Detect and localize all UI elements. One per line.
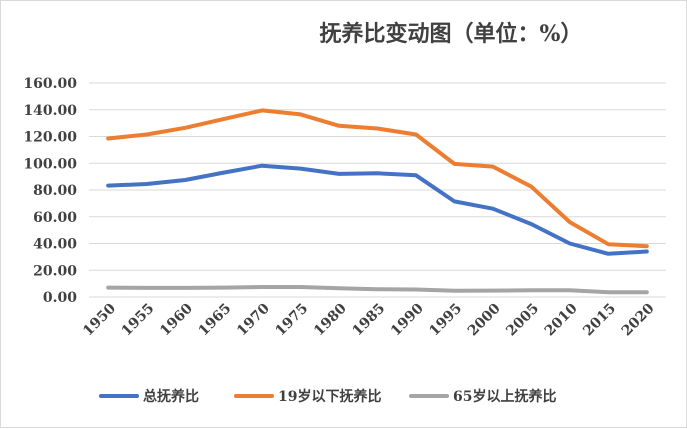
- x-tick-label: 2015: [580, 301, 619, 340]
- y-tick-label: 40.00: [33, 237, 77, 253]
- x-tick-label: 2000: [465, 300, 504, 339]
- y-tick-label: 20.00: [33, 263, 77, 279]
- x-tick-label: 1950: [80, 300, 119, 339]
- x-tick-label: 1985: [349, 301, 388, 340]
- y-tick-label: 60.00: [33, 210, 77, 226]
- x-tick-label: 1965: [196, 301, 235, 340]
- y-tick-label: 100.00: [23, 156, 77, 172]
- x-tick-label: 2010: [542, 300, 581, 339]
- legend-label: 19岁以下抚养比: [278, 388, 381, 405]
- series-lines: [106, 108, 649, 295]
- x-tick-label: 1995: [426, 301, 465, 340]
- chart-title: 抚养比变动图（单位：%）: [320, 21, 583, 47]
- x-tick-label: 1955: [119, 301, 158, 340]
- series-line: [106, 163, 649, 256]
- series-line: [106, 108, 649, 249]
- y-axis-ticks: 0.00 20.00 40.00 60.00 80.00 100.00 120.00 140.…: [23, 76, 77, 306]
- x-axis-ticks: 1950 1955 1960 1965 1970 1975 1980 1985 1990 1995…: [80, 300, 658, 339]
- x-tick-label: 2020: [619, 300, 658, 339]
- legend: 总抚养比 19岁以下抚养比 65岁以上抚养比: [99, 388, 556, 405]
- x-tick-label: 2005: [503, 301, 542, 340]
- y-tick-label: 120.00: [23, 130, 77, 146]
- series-line: [106, 285, 649, 295]
- y-tick-label: 160.00: [23, 76, 77, 92]
- gridlines: [89, 82, 666, 298]
- legend-label: 总抚养比: [143, 388, 199, 405]
- x-tick-label: 1975: [273, 301, 312, 340]
- y-tick-label: 0.00: [43, 290, 77, 306]
- legend-label: 65岁以上抚养比: [453, 388, 556, 405]
- x-tick-label: 1960: [157, 300, 196, 339]
- y-tick-label: 80.00: [33, 183, 77, 199]
- y-tick-label: 140.00: [23, 103, 77, 119]
- x-tick-label: 1990: [388, 300, 427, 339]
- x-tick-label: 1980: [311, 300, 350, 339]
- x-tick-label: 1970: [234, 300, 273, 339]
